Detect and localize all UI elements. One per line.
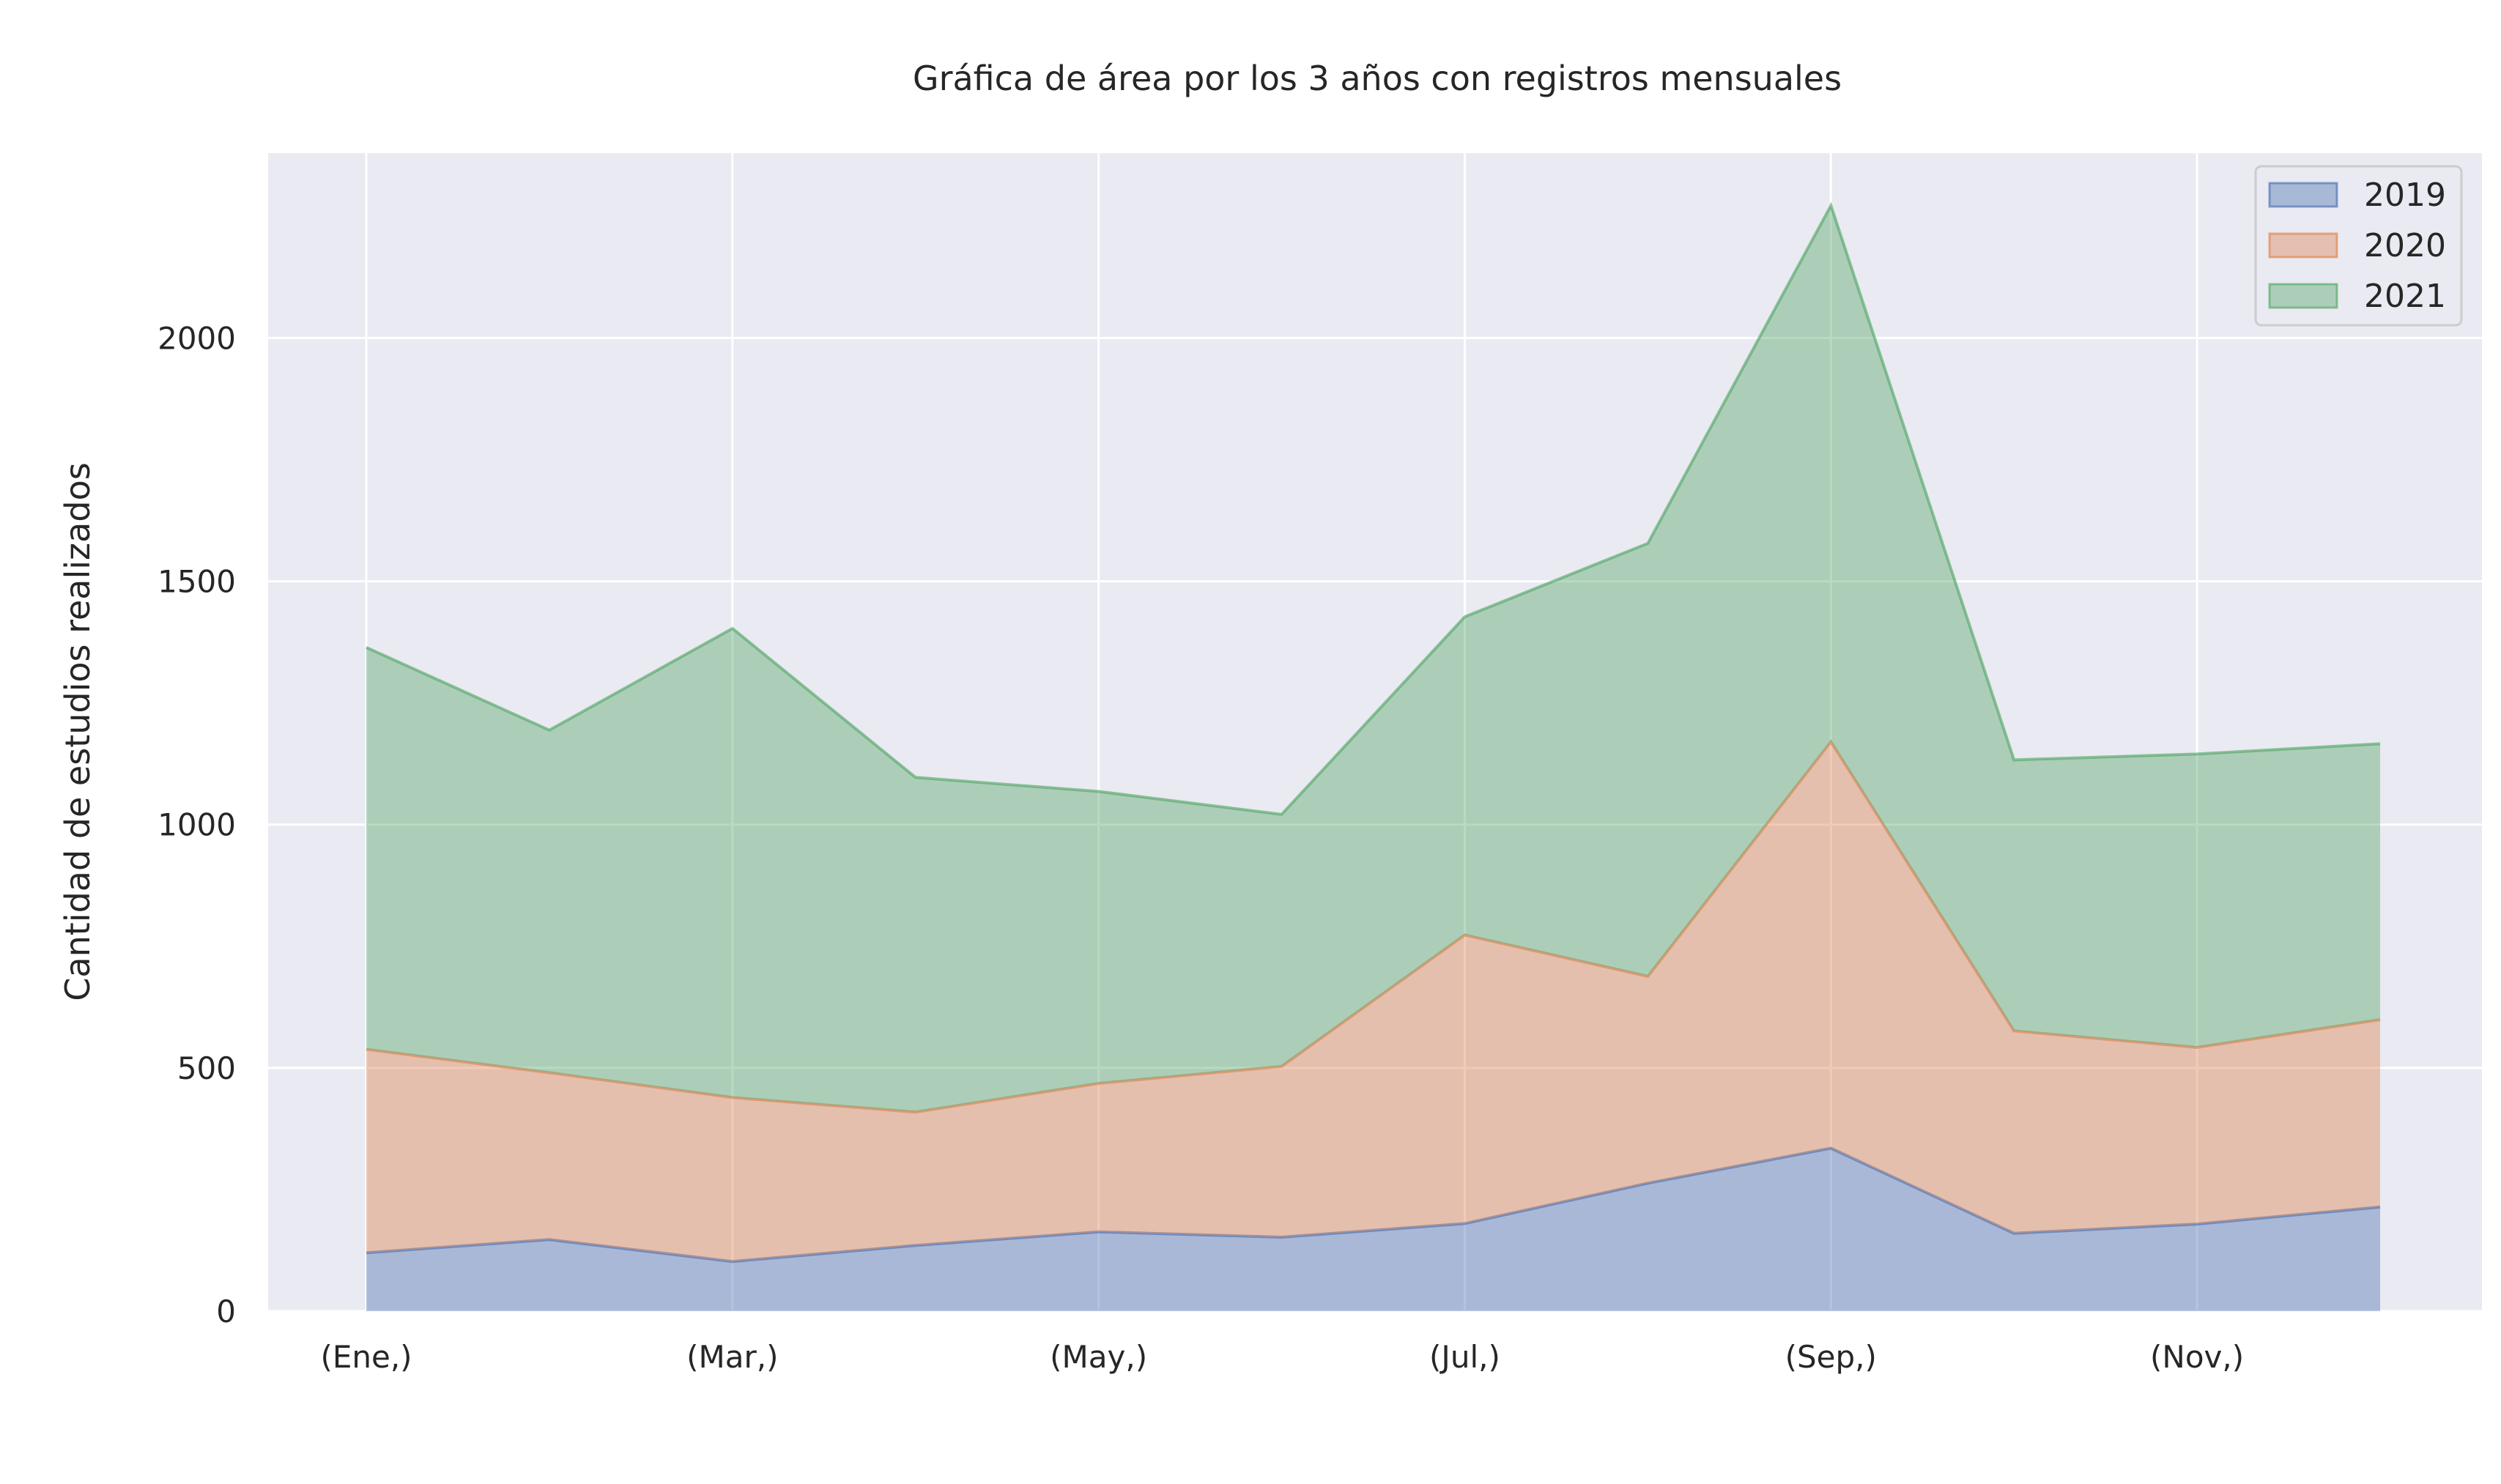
y-tick-label: 500 [177, 1050, 236, 1086]
area-2019 [366, 1148, 2380, 1311]
x-tick-label: (Sep,) [1785, 1339, 1877, 1375]
legend-label-2020: 2020 [2364, 227, 2446, 264]
legend-label-2019: 2019 [2364, 177, 2446, 214]
y-axis-label: Cantidad de estudios realizados [58, 462, 97, 1001]
area-line-2021 [366, 201, 2381, 816]
x-tick-label: (Nov,) [2150, 1339, 2244, 1375]
area-line-2020 [366, 739, 2381, 1114]
legend-swatch-2021 [2268, 283, 2338, 309]
y-tick-label: 1000 [158, 807, 236, 843]
y-axis-ticks: 0 500 1000 1500 2000 [158, 320, 236, 1329]
y-tick-label: 1500 [158, 564, 236, 600]
x-tick-label: (Ene,) [320, 1339, 412, 1375]
area-2021 [366, 205, 2380, 1113]
y-tick-label: 0 [216, 1294, 236, 1329]
legend-swatch-2019 [2268, 182, 2338, 208]
area-line-2019 [366, 1146, 2381, 1264]
x-axis-ticks: (Ene,) (Mar,) (May,) (Jul,) (Sep,) (Nov,) [320, 1339, 2244, 1375]
grid-lines [268, 153, 2482, 1313]
legend: 2019 2020 2021 [2254, 165, 2463, 327]
x-tick-label: (Mar,) [686, 1339, 778, 1375]
area-series [366, 201, 2381, 1311]
chart-title: Gráfica de área por los 3 años con regis… [913, 59, 1842, 98]
x-tick-label: (May,) [1050, 1339, 1147, 1375]
plot-area [268, 153, 2482, 1311]
x-tick-label: (Jul,) [1429, 1339, 1500, 1375]
y-tick-label: 2000 [158, 320, 236, 356]
legend-label-2021: 2021 [2364, 278, 2446, 315]
legend-swatch-2020 [2268, 232, 2338, 259]
